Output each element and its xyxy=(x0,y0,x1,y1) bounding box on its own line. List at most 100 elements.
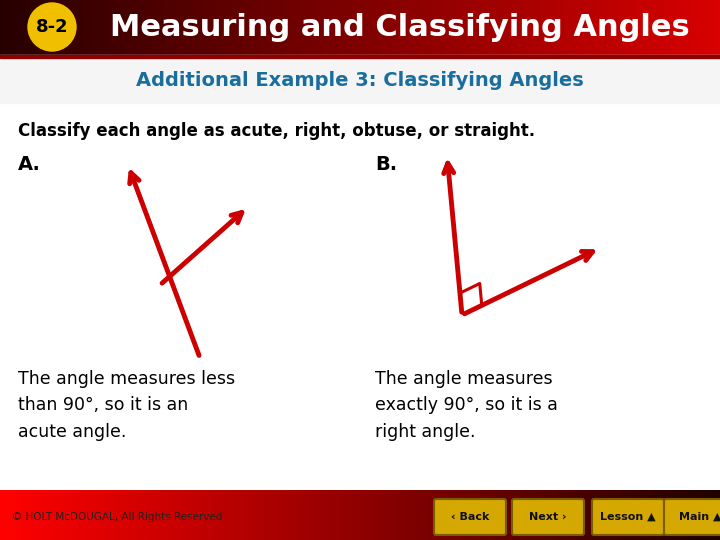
Bar xyxy=(297,0,298,55)
Bar xyxy=(263,490,264,540)
Bar xyxy=(474,0,475,55)
Bar xyxy=(551,490,552,540)
Bar xyxy=(389,0,390,55)
Bar xyxy=(102,490,103,540)
Bar xyxy=(72,0,73,55)
Bar xyxy=(707,0,708,55)
Bar xyxy=(130,490,131,540)
Bar xyxy=(376,490,377,540)
Bar xyxy=(322,0,323,55)
Bar xyxy=(672,490,673,540)
Bar xyxy=(520,0,521,55)
Bar xyxy=(361,0,362,55)
Bar xyxy=(397,0,398,55)
Bar xyxy=(422,0,423,55)
Bar xyxy=(129,490,130,540)
Bar xyxy=(445,490,446,540)
Bar xyxy=(158,0,159,55)
Bar xyxy=(425,0,426,55)
Bar xyxy=(131,490,132,540)
Bar xyxy=(662,0,663,55)
Bar xyxy=(300,490,301,540)
Bar xyxy=(472,490,473,540)
Bar xyxy=(110,0,111,55)
Bar xyxy=(96,490,97,540)
Bar xyxy=(660,0,661,55)
Bar xyxy=(166,0,167,55)
Bar xyxy=(681,0,682,55)
Bar xyxy=(85,0,86,55)
Bar xyxy=(523,0,524,55)
Bar xyxy=(17,490,18,540)
Bar xyxy=(594,0,595,55)
Bar xyxy=(146,0,147,55)
Bar xyxy=(336,490,337,540)
Bar xyxy=(659,0,660,55)
Bar xyxy=(673,0,674,55)
Bar xyxy=(474,490,475,540)
Bar xyxy=(481,490,482,540)
Bar xyxy=(212,0,213,55)
Bar xyxy=(136,490,137,540)
Bar xyxy=(40,490,41,540)
Bar xyxy=(269,490,270,540)
Bar xyxy=(297,490,298,540)
Bar xyxy=(645,0,646,55)
Bar xyxy=(83,0,84,55)
Bar xyxy=(707,490,708,540)
Bar xyxy=(269,0,270,55)
Bar xyxy=(23,490,24,540)
Bar xyxy=(154,0,155,55)
Text: Classify each angle as acute, right, obtuse, or straight.: Classify each angle as acute, right, obt… xyxy=(18,122,535,140)
Bar xyxy=(486,490,487,540)
Bar xyxy=(698,0,699,55)
Bar xyxy=(472,0,473,55)
Bar xyxy=(645,490,646,540)
Bar xyxy=(315,490,316,540)
Bar xyxy=(407,490,408,540)
Bar xyxy=(410,0,411,55)
Bar xyxy=(252,490,253,540)
Bar xyxy=(287,490,288,540)
Bar xyxy=(534,490,535,540)
Bar xyxy=(230,490,231,540)
Bar xyxy=(568,490,569,540)
Bar xyxy=(530,490,531,540)
Bar xyxy=(696,0,697,55)
Bar xyxy=(64,0,65,55)
Bar xyxy=(59,0,60,55)
Bar xyxy=(385,490,386,540)
Bar xyxy=(400,0,401,55)
Bar xyxy=(349,0,350,55)
Bar xyxy=(696,490,697,540)
Bar xyxy=(16,490,17,540)
Bar xyxy=(599,490,600,540)
Bar xyxy=(551,0,552,55)
Bar xyxy=(170,0,171,55)
Bar xyxy=(511,0,512,55)
Bar xyxy=(675,490,676,540)
Bar xyxy=(594,490,595,540)
Bar xyxy=(692,490,693,540)
Bar xyxy=(241,0,242,55)
Bar xyxy=(30,490,31,540)
Bar xyxy=(613,0,614,55)
Bar xyxy=(324,0,325,55)
Bar xyxy=(507,0,508,55)
Bar xyxy=(438,0,439,55)
Bar xyxy=(514,490,515,540)
Bar xyxy=(546,490,547,540)
Bar xyxy=(493,490,494,540)
Bar xyxy=(100,0,101,55)
Bar xyxy=(680,0,681,55)
Bar xyxy=(419,0,420,55)
Bar xyxy=(344,0,345,55)
Bar xyxy=(436,490,437,540)
Bar xyxy=(36,0,37,55)
Bar xyxy=(10,0,11,55)
Bar xyxy=(63,490,64,540)
Bar xyxy=(329,490,330,540)
Bar xyxy=(642,490,643,540)
Bar xyxy=(632,0,633,55)
Bar xyxy=(712,0,713,55)
